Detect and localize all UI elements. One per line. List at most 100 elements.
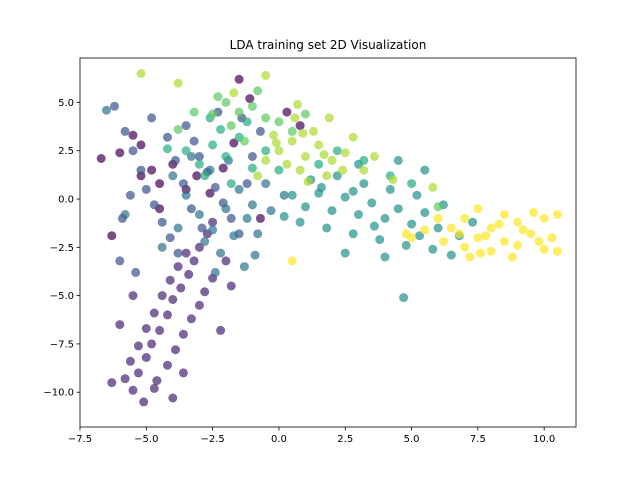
data-point	[141, 184, 151, 194]
data-point	[229, 88, 239, 98]
data-point	[319, 150, 329, 160]
data-point	[221, 152, 231, 161]
data-point	[107, 231, 117, 241]
data-point	[155, 325, 165, 335]
data-point	[152, 376, 162, 386]
series-1	[107, 217, 236, 407]
data-point	[340, 248, 350, 258]
data-point	[287, 256, 297, 266]
data-point	[261, 155, 271, 165]
data-point	[499, 210, 509, 219]
data-point	[332, 146, 342, 156]
data-point	[171, 155, 180, 165]
data-point	[324, 113, 334, 123]
data-point	[197, 223, 207, 233]
data-point	[327, 155, 337, 165]
data-point	[415, 231, 424, 241]
data-point	[186, 314, 196, 324]
data-point	[141, 324, 151, 333]
data-point	[128, 130, 138, 140]
data-point	[226, 121, 236, 131]
data-point	[234, 107, 244, 117]
data-point	[412, 190, 422, 200]
data-point	[253, 86, 263, 96]
data-point	[210, 182, 220, 192]
data-point	[139, 397, 149, 407]
data-point	[513, 217, 523, 227]
data-point	[385, 184, 395, 194]
data-point	[359, 179, 369, 189]
y-tick-label: −7.5	[50, 339, 74, 350]
data-point	[266, 206, 276, 216]
data-point	[301, 202, 310, 212]
data-point	[163, 144, 172, 154]
data-point	[171, 345, 180, 355]
data-point	[486, 223, 496, 233]
data-point	[181, 121, 191, 131]
data-point	[261, 179, 271, 189]
data-point	[133, 341, 143, 351]
data-point	[322, 223, 332, 233]
data-point	[189, 107, 199, 117]
data-point	[120, 210, 130, 219]
data-point	[128, 146, 138, 156]
data-point	[274, 165, 284, 175]
data-point	[274, 117, 284, 127]
data-point	[165, 275, 175, 285]
data-point	[340, 148, 350, 158]
data-point	[173, 125, 183, 134]
data-point	[359, 165, 369, 175]
data-point	[245, 94, 255, 104]
data-point	[279, 190, 289, 200]
data-point	[401, 240, 411, 250]
data-point	[287, 126, 297, 136]
data-point	[460, 242, 470, 252]
y-tick-label: 5.0	[58, 98, 74, 109]
data-point	[380, 252, 390, 262]
data-point	[125, 356, 135, 366]
data-point	[157, 217, 167, 227]
data-point	[115, 148, 125, 158]
data-point	[176, 283, 186, 293]
data-point	[473, 204, 483, 214]
data-point	[242, 179, 252, 189]
data-point	[221, 97, 231, 107]
data-point	[216, 125, 226, 134]
data-point	[295, 121, 305, 131]
data-point	[401, 229, 411, 239]
data-point	[314, 159, 324, 169]
data-point	[173, 78, 183, 88]
series-6	[173, 86, 443, 212]
data-point	[247, 101, 257, 111]
data-point	[552, 246, 562, 256]
data-point	[290, 113, 300, 123]
data-point	[253, 229, 263, 239]
data-point	[226, 213, 236, 223]
data-point	[213, 92, 223, 102]
data-point	[393, 155, 403, 165]
data-point	[155, 179, 165, 189]
data-point	[189, 256, 199, 266]
data-point	[194, 152, 204, 161]
data-point	[460, 213, 470, 223]
data-point	[375, 235, 385, 245]
data-point	[102, 105, 111, 115]
data-point	[454, 229, 464, 239]
data-point	[428, 244, 438, 254]
data-point	[255, 213, 265, 223]
y-tick-label: −2.5	[50, 243, 74, 254]
y-tick-label: 2.5	[58, 146, 74, 157]
data-point	[274, 146, 284, 156]
data-point	[208, 109, 218, 119]
data-point	[303, 177, 313, 187]
data-point	[295, 165, 305, 175]
data-point	[120, 126, 130, 136]
data-point	[282, 107, 292, 117]
data-point	[157, 242, 167, 252]
x-tick-label: 5.0	[404, 434, 420, 445]
data-point	[208, 225, 218, 235]
data-point	[388, 175, 398, 185]
y-axis-ticks: 5.0 2.5 0.0 −2.5 −5.0 −7.5 −10.0	[43, 98, 80, 399]
data-point	[348, 132, 358, 142]
